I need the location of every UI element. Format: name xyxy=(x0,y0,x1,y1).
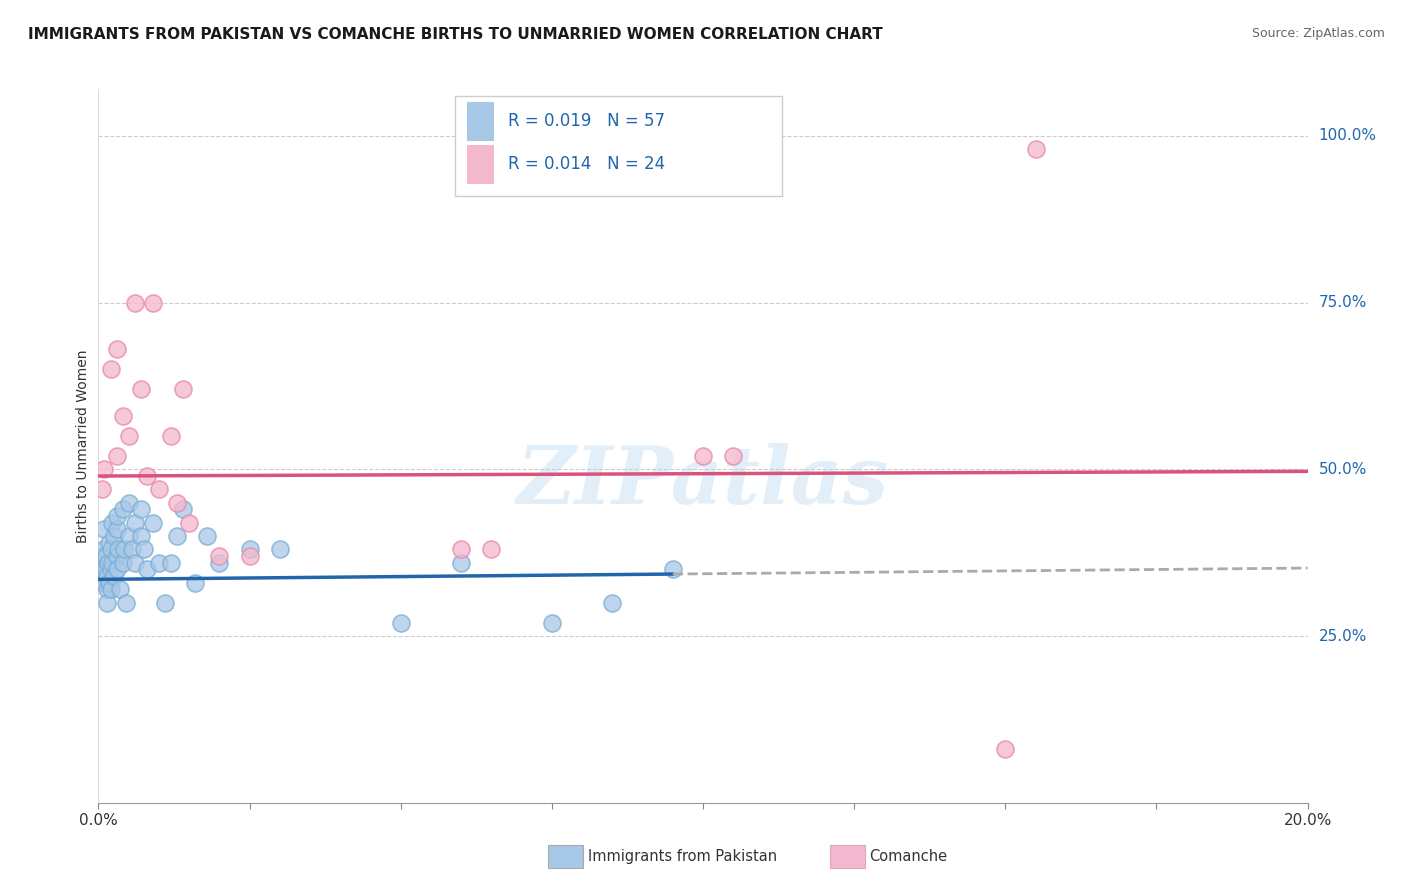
Point xyxy=(96,569,118,583)
Point xyxy=(100,562,122,576)
Point xyxy=(166,496,188,510)
FancyBboxPatch shape xyxy=(467,145,494,184)
Point xyxy=(177,516,201,530)
Point xyxy=(142,516,165,530)
Point xyxy=(172,382,194,396)
Point xyxy=(91,569,114,583)
Point xyxy=(105,562,128,576)
Point xyxy=(118,429,141,443)
Point xyxy=(135,469,157,483)
Point xyxy=(148,556,170,570)
Point xyxy=(90,556,112,570)
Point xyxy=(97,556,120,570)
Point xyxy=(160,556,183,570)
Point xyxy=(96,549,118,563)
Point xyxy=(994,742,1017,756)
Text: Immigrants from Pakistan: Immigrants from Pakistan xyxy=(588,849,778,863)
Point xyxy=(96,596,118,610)
Point xyxy=(160,429,183,443)
Point xyxy=(91,483,114,497)
Point xyxy=(91,562,114,576)
Point xyxy=(195,529,218,543)
Point xyxy=(107,542,129,557)
Point xyxy=(108,582,131,597)
FancyBboxPatch shape xyxy=(456,96,782,196)
Point xyxy=(208,556,231,570)
Point xyxy=(111,409,134,423)
Point xyxy=(98,575,121,590)
Point xyxy=(97,535,120,549)
Point xyxy=(118,529,141,543)
Point xyxy=(101,516,124,530)
Text: R = 0.019   N = 57: R = 0.019 N = 57 xyxy=(509,112,665,130)
Point xyxy=(129,382,152,396)
Point xyxy=(100,362,122,376)
Point xyxy=(100,582,122,597)
Point xyxy=(692,449,714,463)
Text: 50.0%: 50.0% xyxy=(1319,462,1367,477)
Text: Source: ZipAtlas.com: Source: ZipAtlas.com xyxy=(1251,27,1385,40)
Text: 100.0%: 100.0% xyxy=(1319,128,1376,144)
Point xyxy=(103,569,125,583)
Point xyxy=(93,542,115,557)
Point xyxy=(153,596,176,610)
Point xyxy=(124,295,146,310)
Point xyxy=(129,502,152,516)
Point xyxy=(269,542,291,557)
Text: Comanche: Comanche xyxy=(869,849,948,863)
Point xyxy=(105,343,128,357)
Point xyxy=(129,529,152,543)
Point xyxy=(93,462,115,476)
Point xyxy=(96,582,118,597)
Point xyxy=(93,522,115,536)
Point xyxy=(661,562,683,576)
Text: 25.0%: 25.0% xyxy=(1319,629,1367,643)
Point xyxy=(118,496,141,510)
Point xyxy=(389,615,412,630)
Point xyxy=(239,542,262,557)
Point xyxy=(91,549,114,563)
Point xyxy=(1024,142,1046,156)
Y-axis label: Births to Unmarried Women: Births to Unmarried Women xyxy=(76,350,90,542)
Point xyxy=(105,522,128,536)
Point xyxy=(132,542,155,557)
Text: ZIPatlas: ZIPatlas xyxy=(517,443,889,520)
Point xyxy=(124,556,146,570)
Point xyxy=(721,449,744,463)
Point xyxy=(111,556,134,570)
Point xyxy=(112,542,135,557)
Point xyxy=(94,562,117,576)
Point xyxy=(239,549,262,563)
Point xyxy=(100,556,122,570)
Text: R = 0.014   N = 24: R = 0.014 N = 24 xyxy=(509,155,665,173)
Point xyxy=(111,502,134,516)
Point xyxy=(602,596,624,610)
Point xyxy=(148,483,170,497)
Point xyxy=(124,516,146,530)
Point xyxy=(93,575,115,590)
Point xyxy=(184,575,207,590)
Point xyxy=(121,542,143,557)
Text: 75.0%: 75.0% xyxy=(1319,295,1367,310)
Point xyxy=(135,562,157,576)
Text: IMMIGRANTS FROM PAKISTAN VS COMANCHE BIRTHS TO UNMARRIED WOMEN CORRELATION CHART: IMMIGRANTS FROM PAKISTAN VS COMANCHE BIR… xyxy=(28,27,883,42)
Point xyxy=(105,549,128,563)
Point xyxy=(450,556,472,570)
Point xyxy=(450,542,472,557)
Point xyxy=(166,529,188,543)
Point xyxy=(105,449,128,463)
Point xyxy=(172,502,194,516)
Point xyxy=(540,615,562,630)
Point xyxy=(114,596,136,610)
Point xyxy=(105,509,128,524)
Point xyxy=(100,542,122,557)
Point xyxy=(103,529,125,543)
Point xyxy=(481,542,503,557)
Point xyxy=(208,549,231,563)
FancyBboxPatch shape xyxy=(467,102,494,141)
Point xyxy=(142,295,165,310)
